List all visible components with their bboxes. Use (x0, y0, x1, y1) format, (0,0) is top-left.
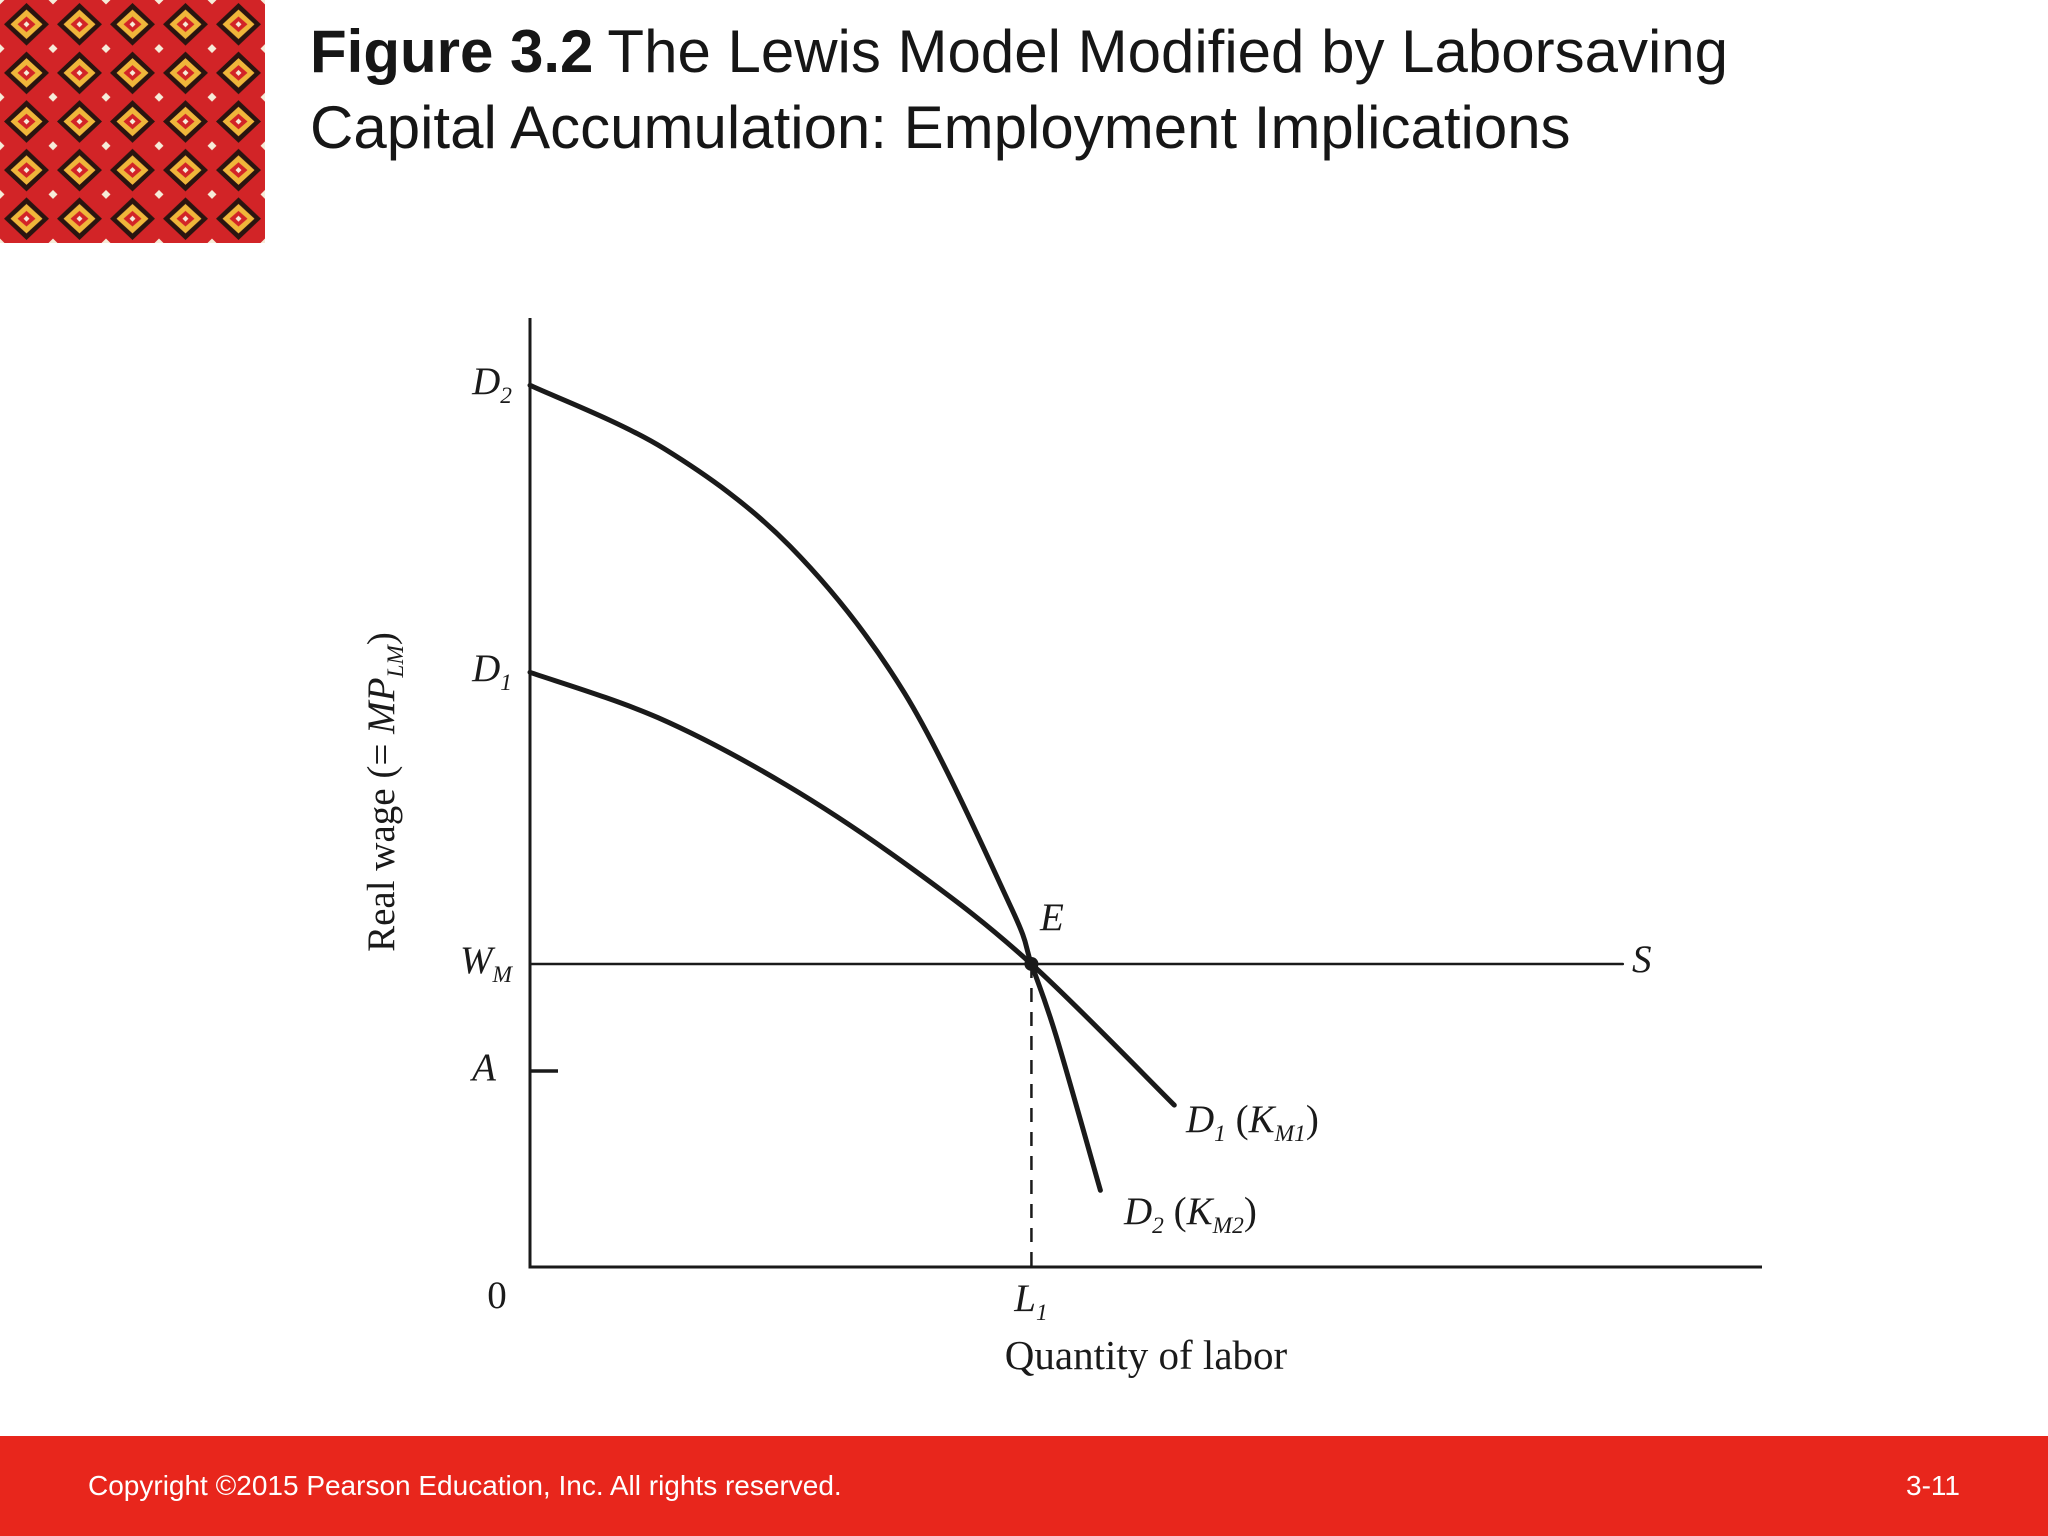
d2-curve-start-label: D2 (440, 360, 512, 410)
y-axis-title-var: MP (360, 677, 404, 734)
footer-bar: Copyright ©2015 Pearson Education, Inc. … (0, 1436, 2048, 1536)
equilibrium-e-label: E (1040, 896, 1064, 939)
d2-sub: 2 (500, 382, 512, 409)
d2-curve-end-label: D2 (KM2) (1124, 1190, 1257, 1240)
d1k-var: D (1186, 1098, 1215, 1141)
d1k-var-sub: 1 (1214, 1120, 1226, 1147)
d1k-k-sub: M1 (1274, 1120, 1306, 1147)
d2k-paren-close: ) (1243, 1190, 1257, 1233)
y-axis-title-prefix: Real wage (= (360, 733, 404, 952)
supply-s-label: S (1632, 938, 1652, 981)
d1k-k-var: K (1248, 1098, 1275, 1141)
d1-sub: 1 (500, 669, 512, 696)
d1k-paren-close: ) (1305, 1098, 1319, 1141)
slide-number: 3-11 (1906, 1470, 1960, 1501)
figure-title-text: The Lewis Model Modified by Laborsaving … (310, 18, 1729, 162)
y-axis-title-sub: LM (382, 645, 409, 678)
copyright-text: Copyright ©2015 Pearson Education, Inc. … (88, 1470, 842, 1501)
d1k-paren-open: ( (1225, 1098, 1249, 1141)
d2k-k-sub: M2 (1212, 1212, 1244, 1239)
wage-a-label: A (472, 1046, 496, 1089)
d1-curve-start-label: D1 (440, 647, 512, 697)
page-title: Figure 3.2 The Lewis Model Modified by La… (310, 14, 1770, 166)
series-D1 (527, 669, 1177, 1108)
d2k-var: D (1124, 1190, 1153, 1233)
wage-wm-label: WM (420, 939, 512, 989)
d2k-k-var: K (1186, 1190, 1213, 1233)
figure-number: Figure 3.2 (310, 18, 594, 85)
l1-var: L (1014, 1277, 1036, 1320)
wm-var: W (460, 939, 493, 982)
x-axis-title: Quantity of labor (1004, 1332, 1288, 1378)
d2k-paren-open: ( (1163, 1190, 1187, 1233)
y-axis-title-suffix: ) (360, 632, 404, 646)
equilibrium-point-E (1024, 956, 1039, 971)
d1-var: D (472, 647, 501, 690)
y-axis-title: Real wage (= MPLM) (360, 632, 410, 952)
d2k-var-sub: 2 (1152, 1212, 1164, 1239)
d2-var: D (472, 360, 501, 403)
d1-curve-end-label: D1 (KM1) (1186, 1098, 1319, 1148)
series-D2 (527, 382, 1103, 1193)
l1-sub: 1 (1036, 1299, 1048, 1326)
origin-label: 0 (487, 1274, 507, 1317)
employment-l1-label: L1 (1001, 1277, 1061, 1327)
wm-sub: M (492, 961, 513, 988)
decorative-corner-pattern (0, 0, 265, 243)
